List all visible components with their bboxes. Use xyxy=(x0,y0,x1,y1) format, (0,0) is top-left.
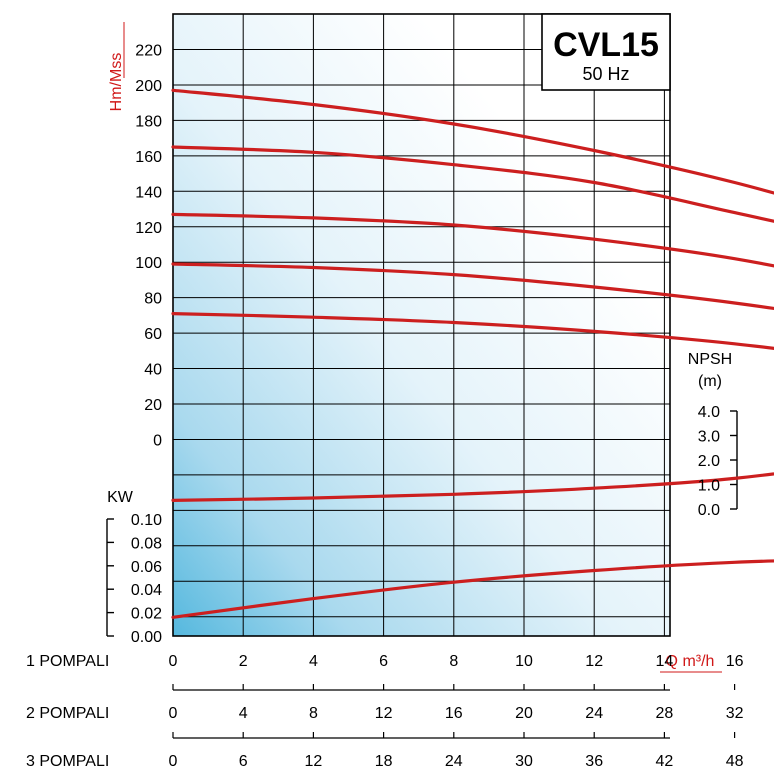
head-curve-15-5 xyxy=(171,312,774,350)
head-tick-label: 160 xyxy=(135,149,162,166)
head-tick-label: 60 xyxy=(144,326,162,343)
pump-row-tick-label: 4 xyxy=(309,653,318,670)
pump-rows: 1 POMPALI024681012141618202224262 POMPAL… xyxy=(26,653,744,770)
head-tick-label: 180 xyxy=(135,113,162,130)
flow-axis-title: Q m³/h xyxy=(666,653,715,670)
head-curve-15-7 xyxy=(171,262,774,311)
head-tick-label: 0 xyxy=(153,433,162,450)
pump-row-tick-label: 0 xyxy=(169,753,178,770)
pump-row-tick-label: 8 xyxy=(449,653,458,670)
power-axis-title: KW xyxy=(107,489,134,506)
head-tick-label: 200 xyxy=(135,78,162,95)
head-tick-label: 220 xyxy=(135,43,162,60)
model-title-box: CVL15 50 Hz xyxy=(541,13,671,91)
power-tick-label: 0.08 xyxy=(131,535,162,552)
pump-row-tick-label: 4 xyxy=(239,705,248,722)
pump-row-label: 1 POMPALI xyxy=(26,653,109,670)
head-tick-label: 120 xyxy=(135,220,162,237)
pump-row-tick-label: 16 xyxy=(726,653,744,670)
pump-row-tick-label: 12 xyxy=(375,705,393,722)
pump-row-tick-label: 30 xyxy=(515,753,533,770)
power-tick-label: 0.02 xyxy=(131,606,162,623)
pump-row-tick-label: 24 xyxy=(445,753,463,770)
npsh-tick-label: 0.0 xyxy=(698,502,720,519)
tick-labels: 0 20 40 60 80 100 120 140 160 180 200 220 0.00 0.02 0.… xyxy=(131,43,720,646)
pump-row-tick-label: 42 xyxy=(656,753,674,770)
head-tick-label: 100 xyxy=(135,255,162,272)
frequency-label: 50 Hz xyxy=(582,64,629,84)
pump-row-tick-label: 2 xyxy=(239,653,248,670)
grid xyxy=(172,14,670,636)
pump-row-tick-label: 32 xyxy=(726,705,744,722)
pump-row-tick-label: 20 xyxy=(515,705,533,722)
power-tick-label: 0.10 xyxy=(131,512,162,529)
pump-row-tick-label: 10 xyxy=(515,653,533,670)
npsh-tick-label: 3.0 xyxy=(698,429,720,446)
power-tick-label: 0.00 xyxy=(131,629,162,646)
npsh-axis-title: NPSH xyxy=(688,351,732,368)
head-tick-label: 140 xyxy=(135,184,162,201)
head-curve-15-9 xyxy=(171,212,774,268)
head-tick-label: 20 xyxy=(144,397,162,414)
pump-row-tick-label: 28 xyxy=(656,705,674,722)
pump-row-tick-label: 24 xyxy=(585,705,603,722)
model-title: CVL15 xyxy=(553,26,659,64)
pump-row-tick-label: 6 xyxy=(379,653,388,670)
npsh-tick-label: 4.0 xyxy=(698,404,720,421)
pump-row-tick-label: 8 xyxy=(309,705,318,722)
pump-row-label: 3 POMPALI xyxy=(26,753,109,770)
npsh-tick-label: 2.0 xyxy=(698,453,720,470)
pump-row-tick-label: 16 xyxy=(445,705,463,722)
pump-row-tick-label: 48 xyxy=(726,753,744,770)
pump-row-tick-label: 36 xyxy=(585,753,603,770)
npsh-tick-label: 1.0 xyxy=(698,478,720,495)
pump-row-tick-label: 12 xyxy=(585,653,603,670)
head-axis-title: Hm/Mss xyxy=(108,53,125,112)
head-tick-label: 80 xyxy=(144,291,162,308)
power-curve xyxy=(171,559,774,619)
pump-row-tick-label: 12 xyxy=(305,753,323,770)
npsh-axis-unit: (m) xyxy=(698,373,722,390)
head-tick-label: 40 xyxy=(144,362,162,379)
pump-row-tick-label: 18 xyxy=(375,753,393,770)
head-curve-15-14 xyxy=(171,88,774,195)
pump-row-tick-label: 14 xyxy=(656,653,674,670)
head-curve-15-12 xyxy=(171,145,774,223)
pump-row-label: 2 POMPALI xyxy=(26,705,109,722)
axes xyxy=(106,13,738,637)
power-tick-label: 0.04 xyxy=(131,582,162,599)
pump-row-tick-label: 0 xyxy=(169,653,178,670)
pump-row-tick-label: 6 xyxy=(239,753,248,770)
power-tick-label: 0.06 xyxy=(131,559,162,576)
plot-background xyxy=(173,14,670,636)
pump-row-tick-label: 0 xyxy=(169,705,178,722)
npsh-curve xyxy=(171,472,774,502)
curves xyxy=(171,88,774,619)
plot-frame xyxy=(172,13,671,637)
